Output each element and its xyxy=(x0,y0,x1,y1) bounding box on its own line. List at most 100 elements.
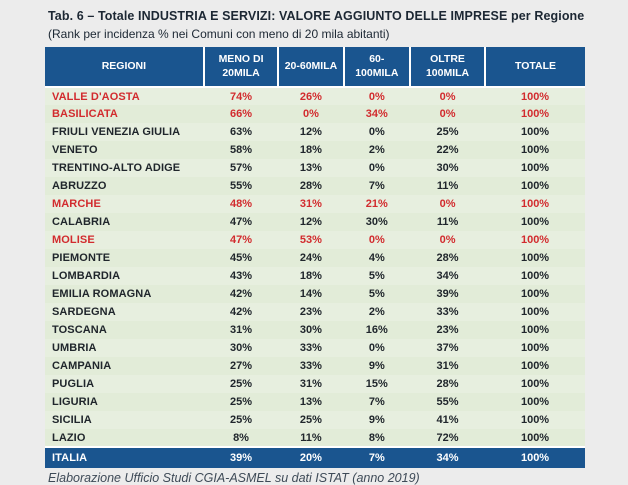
value-cell: 12% xyxy=(278,213,344,231)
region-name: SICILIA xyxy=(45,411,204,429)
value-cell: 18% xyxy=(278,267,344,285)
value-cell: 55% xyxy=(203,177,279,195)
value-cell: 18% xyxy=(278,141,344,159)
value-cell: 42% xyxy=(203,285,279,303)
value-cell: 0% xyxy=(278,105,344,123)
value-cell: 100% xyxy=(485,285,585,303)
value-cell: 100% xyxy=(485,213,585,231)
value-cell: 39% xyxy=(203,446,279,468)
value-cell: 23% xyxy=(410,321,486,339)
value-cell: 100% xyxy=(485,429,585,447)
value-cell: 28% xyxy=(410,375,486,393)
value-cell: 23% xyxy=(278,303,344,321)
value-cell: 8% xyxy=(203,429,279,447)
value-cell: 47% xyxy=(203,213,279,231)
value-cell: 0% xyxy=(410,105,486,123)
value-cell: 30% xyxy=(410,159,486,177)
table-row-total: ITALIA 39% 20% 7% 34% 100% xyxy=(45,446,585,468)
value-cell: 0% xyxy=(410,87,486,105)
region-name: SARDEGNA xyxy=(45,303,204,321)
value-cell: 28% xyxy=(410,249,486,267)
value-cell: 11% xyxy=(410,177,486,195)
table-row: LAZIO 8% 11% 8% 72% 100% xyxy=(45,429,585,447)
table-row: VALLE D'AOSTA 74% 26% 0% 0% 100% xyxy=(45,87,585,105)
region-name: VALLE D'AOSTA xyxy=(45,87,204,105)
table-title: Tab. 6 – Totale INDUSTRIA E SERVIZI: VAL… xyxy=(48,9,585,23)
value-cell: 48% xyxy=(203,195,279,213)
value-cell: 33% xyxy=(278,339,344,357)
value-cell: 33% xyxy=(278,357,344,375)
value-cell: 100% xyxy=(485,159,585,177)
region-name: CAMPANIA xyxy=(45,357,204,375)
value-cell: 7% xyxy=(343,177,411,195)
value-cell: 9% xyxy=(343,411,411,429)
region-name: MOLISE xyxy=(45,231,204,249)
value-cell: 30% xyxy=(343,213,411,231)
value-cell: 45% xyxy=(203,249,279,267)
region-name: FRIULI VENEZIA GIULIA xyxy=(45,123,204,141)
value-cell: 2% xyxy=(343,303,411,321)
value-cell: 100% xyxy=(485,446,585,468)
value-cell: 28% xyxy=(278,177,344,195)
value-cell: 14% xyxy=(278,285,344,303)
value-cell: 31% xyxy=(203,321,279,339)
value-cell: 11% xyxy=(278,429,344,447)
value-cell: 72% xyxy=(410,429,486,447)
region-name: PUGLIA xyxy=(45,375,204,393)
table-row: MOLISE 47% 53% 0% 0% 100% xyxy=(45,231,585,249)
value-cell: 12% xyxy=(278,123,344,141)
value-cell: 63% xyxy=(203,123,279,141)
table-row: TOSCANA 31% 30% 16% 23% 100% xyxy=(45,321,585,339)
header-oltre-100mila: OLTRE 100MILA xyxy=(410,47,487,88)
value-cell: 0% xyxy=(343,87,411,105)
region-name: LOMBARDIA xyxy=(45,267,204,285)
value-cell: 43% xyxy=(203,267,279,285)
value-cell: 24% xyxy=(278,249,344,267)
header-regioni: REGIONI xyxy=(45,47,205,88)
region-name: PIEMONTE xyxy=(45,249,204,267)
value-cell: 8% xyxy=(343,429,411,447)
value-cell: 0% xyxy=(343,339,411,357)
value-cell: 100% xyxy=(485,303,585,321)
value-cell: 53% xyxy=(278,231,344,249)
value-cell: 47% xyxy=(203,231,279,249)
region-name: TRENTINO-ALTO ADIGE xyxy=(45,159,204,177)
value-cell: 31% xyxy=(278,375,344,393)
region-name: ITALIA xyxy=(45,446,204,468)
value-cell: 39% xyxy=(410,285,486,303)
table-row: UMBRIA 30% 33% 0% 37% 100% xyxy=(45,339,585,357)
header-totale: TOTALE xyxy=(485,47,585,88)
table-header: REGIONI MENO DI 20MILA 20-60MILA 60-100M… xyxy=(45,47,585,88)
value-cell: 5% xyxy=(343,285,411,303)
value-cell: 34% xyxy=(343,105,411,123)
region-name: BASILICATA xyxy=(45,105,204,123)
table-row: TRENTINO-ALTO ADIGE 57% 13% 0% 30% 100% xyxy=(45,159,585,177)
value-cell: 16% xyxy=(343,321,411,339)
table-body: VALLE D'AOSTA 74% 26% 0% 0% 100% BASILICATA 66%… xyxy=(45,87,585,468)
value-cell: 100% xyxy=(485,321,585,339)
value-cell: 31% xyxy=(410,357,486,375)
value-cell: 34% xyxy=(410,446,486,468)
value-cell: 100% xyxy=(485,87,585,105)
value-cell: 0% xyxy=(410,195,486,213)
table-row: SARDEGNA 42% 23% 2% 33% 100% xyxy=(45,303,585,321)
region-name: ABRUZZO xyxy=(45,177,204,195)
value-cell: 0% xyxy=(410,231,486,249)
value-cell: 25% xyxy=(278,411,344,429)
region-name: UMBRIA xyxy=(45,339,204,357)
source-note: Elaborazione Ufficio Studi CGIA-ASMEL su… xyxy=(48,471,420,485)
value-cell: 100% xyxy=(485,375,585,393)
table-row: SICILIA 25% 25% 9% 41% 100% xyxy=(45,411,585,429)
value-cell: 5% xyxy=(343,267,411,285)
region-name: EMILIA ROMAGNA xyxy=(45,285,204,303)
value-cell: 0% xyxy=(343,231,411,249)
value-cell: 34% xyxy=(410,267,486,285)
value-cell: 0% xyxy=(343,159,411,177)
value-cell: 9% xyxy=(343,357,411,375)
value-cell: 7% xyxy=(343,446,411,468)
table-row: FRIULI VENEZIA GIULIA 63% 12% 0% 25% 100% xyxy=(45,123,585,141)
value-cell: 100% xyxy=(485,123,585,141)
table-row: BASILICATA 66% 0% 34% 0% 100% xyxy=(45,105,585,123)
value-cell: 100% xyxy=(485,393,585,411)
